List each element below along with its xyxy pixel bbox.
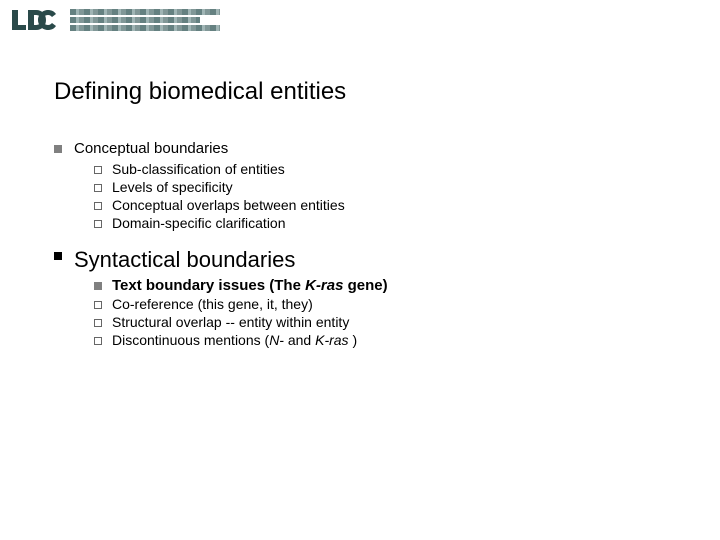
text-run: and	[284, 332, 315, 348]
box-bullet-icon	[94, 184, 102, 192]
logo-area	[12, 8, 220, 32]
bullet-level1: Conceptual boundaries	[54, 140, 680, 157]
level2-text: Sub-classification of entities	[112, 161, 285, 177]
square-bullet-icon	[54, 252, 62, 260]
text-italic: K-ras	[305, 277, 343, 294]
ldc-logo	[12, 8, 58, 32]
square-bullet-icon	[54, 145, 62, 153]
level2-text: Domain-specific clarification	[112, 215, 286, 231]
box-bullet-icon	[94, 166, 102, 174]
level2-text: Conceptual overlaps between entities	[112, 197, 345, 213]
level1-text: Syntactical boundaries	[74, 247, 295, 273]
bullet-level2: Sub-classification of entities	[94, 161, 680, 177]
level2-text: Text boundary issues (The K-ras gene)	[112, 277, 388, 294]
logo-bars	[70, 9, 220, 31]
level1-text: Conceptual boundaries	[74, 140, 228, 157]
box-bullet-icon	[94, 202, 102, 210]
level2-text: Structural overlap -- entity within enti…	[112, 314, 349, 330]
text-italic: K-ras	[315, 332, 348, 348]
slide-content: Conceptual boundaries Sub-classification…	[54, 140, 680, 364]
bullet-level2: Domain-specific clarification	[94, 215, 680, 231]
bullet-level2: Conceptual overlaps between entities	[94, 197, 680, 213]
box-bullet-icon	[94, 337, 102, 345]
sublist: Sub-classification of entities Levels of…	[94, 161, 680, 231]
logo-bar	[70, 9, 220, 15]
level2-text: Levels of specificity	[112, 179, 233, 195]
bullet-level2: Text boundary issues (The K-ras gene)	[94, 277, 680, 294]
logo-bar	[70, 17, 200, 23]
box-bullet-icon	[94, 301, 102, 309]
sublist: Text boundary issues (The K-ras gene) Co…	[94, 277, 680, 348]
slide: Defining biomedical entities Conceptual …	[0, 0, 720, 540]
bullet-level1: Syntactical boundaries	[54, 247, 680, 273]
level2-text: Co-reference (this gene, it, they)	[112, 296, 313, 312]
text-run: )	[349, 332, 358, 348]
text-run: Discontinuous mentions (	[112, 332, 269, 348]
text-run: Text boundary issues (The	[112, 277, 305, 294]
text-run: gene)	[343, 277, 387, 294]
logo-bar	[70, 25, 220, 31]
slide-title: Defining biomedical entities	[54, 78, 346, 106]
box-bullet-filled-icon	[94, 282, 102, 290]
bullet-level2: Discontinuous mentions (N- and K-ras )	[94, 332, 680, 348]
bullet-level2: Co-reference (this gene, it, they)	[94, 296, 680, 312]
bullet-level2: Levels of specificity	[94, 179, 680, 195]
level2-text: Discontinuous mentions (N- and K-ras )	[112, 332, 357, 348]
text-italic: N-	[269, 332, 284, 348]
box-bullet-icon	[94, 220, 102, 228]
bullet-level2: Structural overlap -- entity within enti…	[94, 314, 680, 330]
box-bullet-icon	[94, 319, 102, 327]
